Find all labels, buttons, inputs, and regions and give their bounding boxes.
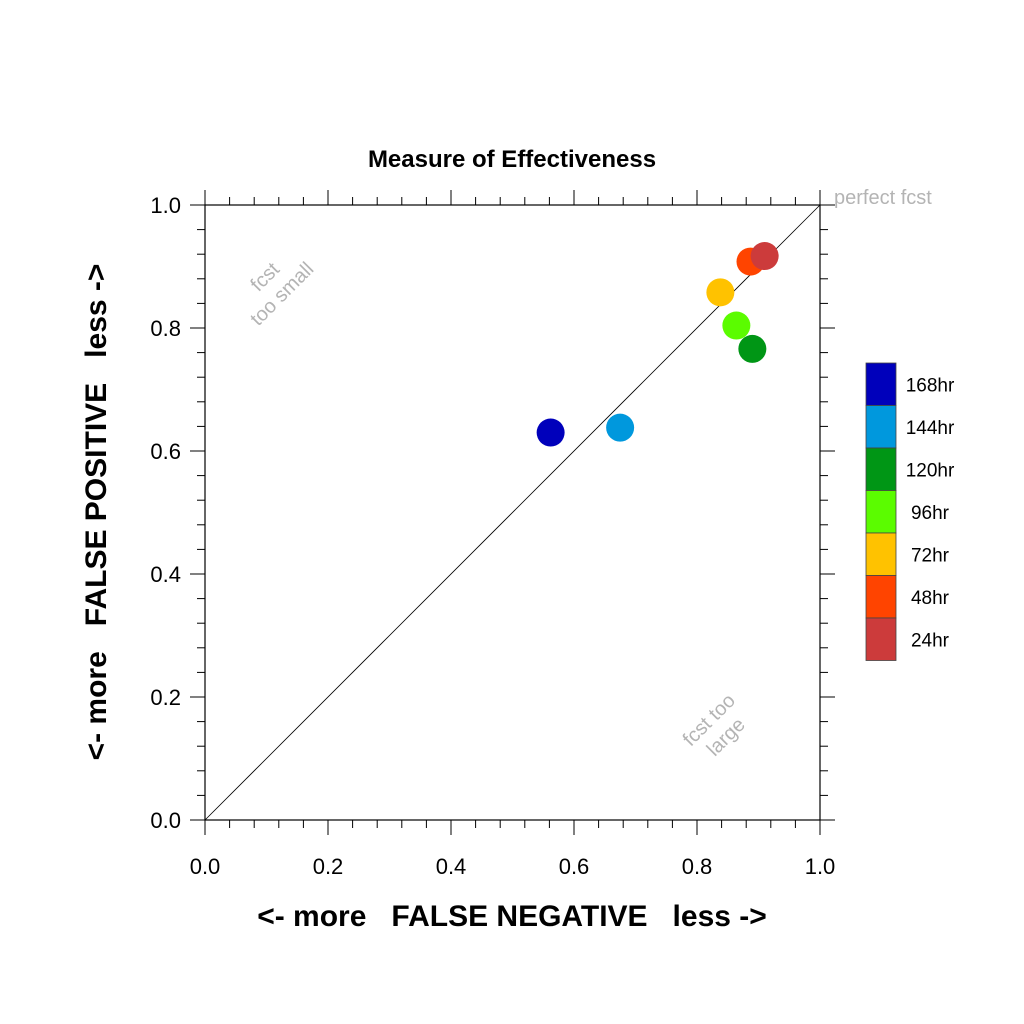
y-tick-label: 0.6: [150, 439, 181, 464]
chart-title: Measure of Effectiveness: [368, 146, 656, 173]
plot-area: 0.0 0.2 0.4 0.6 0.8 1.0 0.0 0.2 0.4 0.6 0.8 1.0: [150, 190, 835, 879]
point-96hr: [722, 311, 751, 340]
x-axis-label: <- more FALSE NEGATIVE less ->: [257, 900, 767, 933]
point-120hr: [738, 334, 767, 363]
y-tick-label: 0.0: [150, 808, 181, 833]
plot-frame: [204, 204, 821, 821]
point-144hr: [606, 413, 635, 442]
point-72hr: [706, 278, 735, 307]
x-tick-label: 0.2: [313, 854, 344, 879]
y-tick-label: 0.4: [150, 562, 181, 587]
legend-label-144hr: 144hr: [906, 418, 955, 439]
fcst-too-large-annotation: fcst too large: [679, 690, 750, 761]
legend: 168hr 144hr 120hr 96hr 72hr 48hr 24hr: [865, 362, 955, 661]
y-tick-label: 0.2: [150, 685, 181, 710]
legend-label-72hr: 72hr: [911, 545, 950, 566]
x-tick-label: 0.8: [682, 854, 713, 879]
legend-swatch-144hr: [865, 405, 897, 449]
legend-swatch-168hr: [865, 362, 897, 406]
axis-ticks: [190, 190, 835, 835]
legend-label-120hr: 120hr: [906, 460, 955, 481]
x-tick-label: 1.0: [805, 854, 836, 879]
tick-labels: 0.0 0.2 0.4 0.6 0.8 1.0 0.0 0.2 0.4 0.6 0.8 1.0: [150, 193, 835, 879]
data-points: [536, 242, 779, 447]
x-tick-label: 0.0: [190, 854, 221, 879]
point-168hr: [536, 418, 565, 447]
y-tick-label: 1.0: [150, 193, 181, 218]
legend-label-24hr: 24hr: [911, 630, 950, 651]
legend-swatch-72hr: [865, 532, 897, 576]
perfect-fcst-annotation: perfect fcst: [834, 187, 932, 209]
legend-swatch-24hr: [865, 617, 897, 661]
legend-swatch-120hr: [865, 447, 897, 491]
legend-swatch-48hr: [865, 575, 897, 619]
x-tick-label: 0.4: [436, 854, 467, 879]
y-axis-label: <- more FALSE POSITIVE less ->: [80, 264, 113, 761]
y-tick-label: 0.8: [150, 316, 181, 341]
fcst-too-small-annotation: fcst too small: [246, 258, 318, 330]
x-tick-label: 0.6: [559, 854, 590, 879]
legend-label-48hr: 48hr: [911, 588, 950, 609]
perfect-forecast-line: [204, 204, 821, 821]
legend-label-168hr: 168hr: [906, 375, 955, 396]
legend-swatch-96hr: [865, 490, 897, 534]
point-24hr: [750, 242, 779, 271]
legend-label-96hr: 96hr: [911, 503, 950, 524]
